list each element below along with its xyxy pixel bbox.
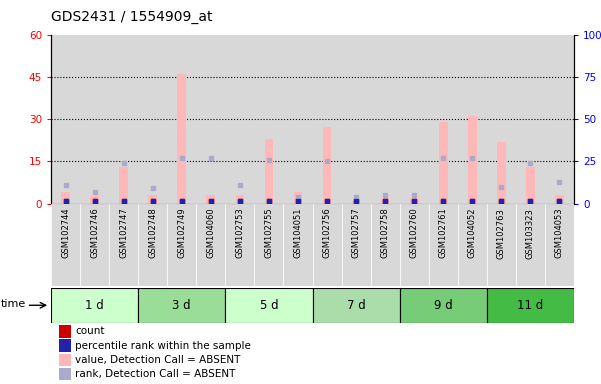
Bar	[429, 35, 458, 204]
Bar	[381, 198, 389, 204]
Bar	[207, 195, 215, 204]
Bar	[555, 195, 564, 204]
Bar	[458, 35, 487, 204]
Bar	[138, 204, 167, 286]
Bar	[197, 204, 225, 286]
Text: GSM102763: GSM102763	[497, 208, 506, 258]
Bar	[109, 35, 138, 204]
Bar	[487, 288, 574, 323]
Bar	[51, 204, 80, 286]
Bar	[197, 35, 225, 204]
Bar	[225, 35, 254, 204]
Bar	[90, 197, 99, 204]
Text: GSM104053: GSM104053	[555, 208, 564, 258]
Text: GSM102749: GSM102749	[177, 208, 186, 258]
Bar	[109, 204, 138, 286]
Bar	[545, 35, 574, 204]
Bar	[294, 192, 302, 204]
Bar	[254, 204, 284, 286]
Bar	[439, 122, 448, 204]
Bar	[51, 288, 138, 323]
Text: GSM102757: GSM102757	[352, 208, 361, 258]
Bar	[313, 288, 400, 323]
Bar	[225, 204, 254, 286]
Text: GSM102755: GSM102755	[264, 208, 273, 258]
Text: percentile rank within the sample: percentile rank within the sample	[75, 341, 251, 351]
Text: GSM102748: GSM102748	[148, 208, 157, 258]
Bar	[458, 204, 487, 286]
Text: GSM102753: GSM102753	[236, 208, 245, 258]
Text: value, Detection Call = ABSENT: value, Detection Call = ABSENT	[75, 355, 240, 365]
Bar	[313, 35, 341, 204]
Bar	[59, 325, 71, 338]
Bar	[410, 198, 418, 204]
Bar	[352, 201, 361, 204]
Text: GDS2431 / 1554909_at: GDS2431 / 1554909_at	[51, 10, 213, 23]
Text: GSM102747: GSM102747	[119, 208, 128, 258]
Text: 7 d: 7 d	[347, 299, 365, 312]
Bar	[59, 339, 71, 352]
Text: GSM102746: GSM102746	[90, 208, 99, 258]
Text: GSM102761: GSM102761	[439, 208, 448, 258]
Text: GSM102760: GSM102760	[410, 208, 419, 258]
Bar	[400, 35, 429, 204]
Text: time: time	[1, 298, 26, 309]
Bar	[225, 288, 313, 323]
Bar	[429, 204, 458, 286]
Bar	[545, 204, 574, 286]
Text: GSM104052: GSM104052	[468, 208, 477, 258]
Bar	[80, 204, 109, 286]
Bar	[284, 204, 313, 286]
Bar	[236, 195, 244, 204]
Bar	[487, 35, 516, 204]
Text: 11 d: 11 d	[517, 299, 543, 312]
Text: 3 d: 3 d	[172, 299, 191, 312]
Bar	[313, 204, 341, 286]
Bar	[177, 74, 186, 204]
Bar	[371, 35, 400, 204]
Text: GSM104051: GSM104051	[293, 208, 302, 258]
Bar	[138, 288, 225, 323]
Bar	[400, 204, 429, 286]
Bar	[341, 35, 371, 204]
Text: GSM102744: GSM102744	[61, 208, 70, 258]
Bar	[264, 139, 273, 204]
Bar	[497, 142, 505, 204]
Bar	[284, 35, 313, 204]
Bar	[167, 35, 197, 204]
Bar	[526, 167, 535, 204]
Bar	[516, 35, 545, 204]
Bar	[59, 368, 71, 381]
Bar	[468, 116, 477, 204]
Text: 9 d: 9 d	[434, 299, 453, 312]
Text: GSM104060: GSM104060	[206, 208, 215, 258]
Bar	[59, 354, 71, 366]
Bar	[167, 204, 197, 286]
Bar	[148, 195, 157, 204]
Bar	[400, 288, 487, 323]
Bar	[61, 192, 70, 204]
Bar	[516, 204, 545, 286]
Bar	[371, 204, 400, 286]
Bar	[254, 35, 284, 204]
Bar	[120, 167, 128, 204]
Bar	[323, 127, 331, 204]
Bar	[80, 35, 109, 204]
Text: 5 d: 5 d	[260, 299, 278, 312]
Text: 1 d: 1 d	[85, 299, 104, 312]
Text: GSM102756: GSM102756	[323, 208, 332, 258]
Bar	[341, 204, 371, 286]
Bar	[51, 35, 80, 204]
Bar	[138, 35, 167, 204]
Text: GSM102758: GSM102758	[380, 208, 389, 258]
Text: GSM103323: GSM103323	[526, 208, 535, 258]
Text: rank, Detection Call = ABSENT: rank, Detection Call = ABSENT	[75, 369, 236, 379]
Text: count: count	[75, 326, 105, 336]
Bar	[487, 204, 516, 286]
